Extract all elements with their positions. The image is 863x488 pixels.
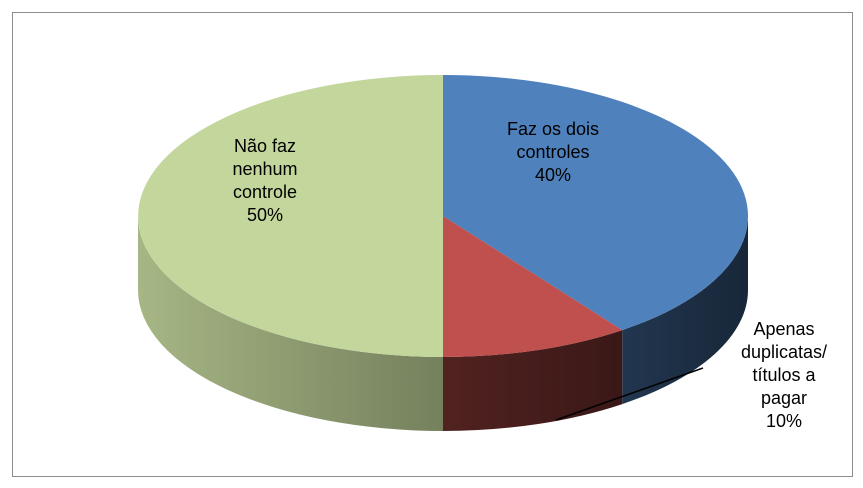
pie — [138, 75, 748, 431]
category-label: Faz os dois controles — [506, 119, 600, 162]
slice-side — [622, 216, 748, 405]
value-label: 50% — [246, 205, 284, 225]
slice-label: Não faz nenhum controle 50% — [213, 135, 317, 227]
slice — [443, 75, 748, 331]
leader-line — [555, 367, 704, 421]
value-label: 10% — [765, 411, 803, 431]
category-label: Não faz nenhum controle — [232, 136, 298, 202]
category-label: Apenas duplicatas/ títulos a pagar — [740, 319, 828, 408]
slice-side — [443, 330, 623, 431]
value-label: 40% — [534, 165, 572, 185]
slice-side — [138, 216, 443, 431]
slice-label: Faz os dois controles 40% — [493, 118, 613, 187]
slice-label: Apenas duplicatas/ títulos a pagar 10% — [728, 318, 840, 433]
slice — [443, 216, 623, 357]
slice — [138, 75, 443, 357]
